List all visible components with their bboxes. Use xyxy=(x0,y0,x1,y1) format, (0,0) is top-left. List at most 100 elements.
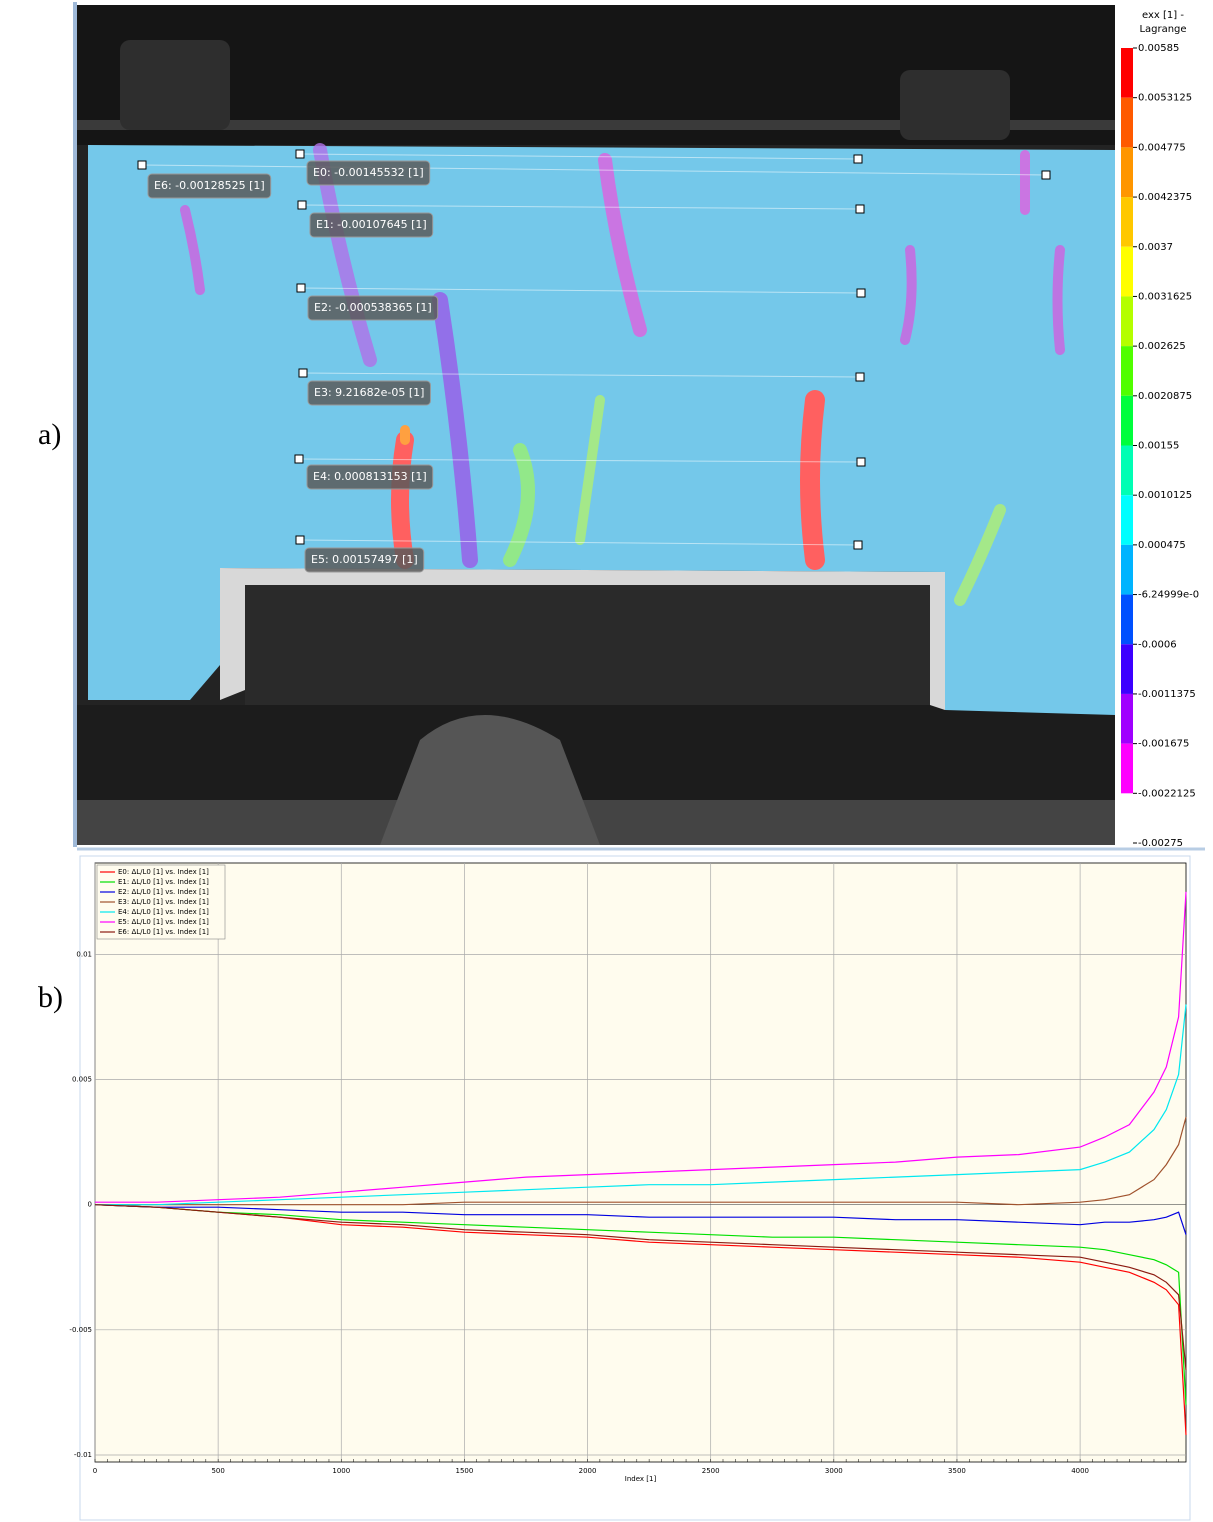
colorbar-band xyxy=(1121,197,1133,247)
y-tick-label: 0 xyxy=(88,1201,92,1209)
colorbar-tick-label: -0.001675 xyxy=(1138,739,1189,750)
colorbar-tick-label: 0.000475 xyxy=(1138,540,1186,551)
rig-block xyxy=(900,70,1010,140)
colorbar-tick-label: -0.0011375 xyxy=(1138,689,1196,700)
gauge-marker xyxy=(853,540,863,550)
gauge-marker xyxy=(295,149,305,159)
streak xyxy=(391,431,414,569)
colorbar-band xyxy=(1121,594,1133,645)
colorbar-band xyxy=(1121,346,1133,396)
rig-block xyxy=(120,40,230,130)
legend-label: E5: ΔL/L0 [1] vs. Index [1] xyxy=(118,918,209,926)
colorbar-tick-label: 0.00585 xyxy=(1138,43,1179,54)
colorbar-band xyxy=(1121,644,1133,694)
label-box xyxy=(304,547,425,573)
data-line xyxy=(94,1204,1187,1405)
extensometer-label: E4: 0.000813153 [1] xyxy=(313,470,427,483)
label-box xyxy=(306,160,431,186)
panel-label: a) xyxy=(38,418,61,451)
extensometers: E0: -0.00145532 [1] E1: -0.00107645 [1] E2… xyxy=(137,149,1051,573)
streak xyxy=(598,153,647,337)
colorbar-band xyxy=(1121,495,1133,545)
colorbar-band xyxy=(1121,97,1133,148)
x-axis-label: Index [1] xyxy=(625,1475,657,1483)
panel-label: b) xyxy=(38,981,63,1014)
colorbar-tick-label: 0.002625 xyxy=(1138,341,1186,352)
x-tick-label: 1000 xyxy=(332,1467,350,1475)
y-tick-label: -0.01 xyxy=(74,1451,92,1459)
legend-label: E4: ΔL/L0 [1] vs. Index [1] xyxy=(118,908,209,916)
label-box xyxy=(307,295,439,321)
data-line xyxy=(95,1004,1187,1206)
colorbar-band xyxy=(1121,246,1133,297)
label-box xyxy=(306,464,434,490)
gauge-line xyxy=(299,153,859,160)
legend-label: E2: ΔL/L0 [1] vs. Index [1] xyxy=(118,888,209,896)
colorbar-tick-label: 0.00155 xyxy=(1138,441,1179,452)
x-tick-label: 500 xyxy=(211,1467,224,1475)
x-tick-label: 3500 xyxy=(948,1467,966,1475)
extensometer-lines xyxy=(141,153,1047,546)
streak xyxy=(180,205,205,295)
gauge-line xyxy=(300,287,862,294)
colorbar-tick-label: 0.0020875 xyxy=(1138,391,1192,402)
chart: 0 500 1000 1500 2000 2500 3000 3500 4000 0.01 0.00… xyxy=(69,863,1187,1483)
streak xyxy=(800,390,825,570)
colorbar-tick-label: 0.004775 xyxy=(1138,142,1186,153)
gauge-marker xyxy=(853,154,863,164)
legend-label: E6: ΔL/L0 [1] vs. Index [1] xyxy=(118,928,209,936)
colorbar-tick-label: 0.0042375 xyxy=(1138,192,1192,203)
streak xyxy=(900,245,917,345)
legend-box xyxy=(96,864,226,940)
x-tick-label: 2000 xyxy=(579,1467,597,1475)
colorbar-band xyxy=(1121,296,1133,347)
extensometer-label: E0: -0.00145532 [1] xyxy=(313,166,424,179)
data-line xyxy=(94,1204,1187,1436)
label-box xyxy=(147,173,272,199)
label-box xyxy=(309,212,434,238)
gauge-marker xyxy=(294,454,304,464)
extensometer-label: E6: -0.00128525 [1] xyxy=(154,179,265,192)
colorbar-band xyxy=(1121,693,1133,744)
streak xyxy=(503,443,535,567)
extensometer-label: E3: 9.21682e-05 [1] xyxy=(314,386,424,399)
notch xyxy=(245,585,930,705)
colorbar-band xyxy=(1121,48,1133,98)
legend: E0: ΔL/L0 [1] vs. Index [1] E1: ΔL/L0 [1]… xyxy=(96,864,226,940)
colorbar-title: exx [1] - xyxy=(1142,10,1184,21)
x-tick-label: 4000 xyxy=(1071,1467,1089,1475)
x-tick-label: 0 xyxy=(93,1467,97,1475)
x-tick-label: 3000 xyxy=(825,1467,843,1475)
legend-label: E0: ΔL/L0 [1] vs. Index [1] xyxy=(118,868,209,876)
notch-edge xyxy=(220,568,945,710)
colorbar-band xyxy=(1121,147,1133,198)
extensometer-label: E1: -0.00107645 [1] xyxy=(316,218,427,231)
x-tick-label: 2500 xyxy=(702,1467,720,1475)
colorbar-tick-label: 0.0031625 xyxy=(1138,291,1192,302)
gauge-marker xyxy=(856,288,866,298)
colorbar-tick-label: -6.24999e-0 xyxy=(1138,590,1199,601)
data-line xyxy=(95,891,1187,1203)
plot-area xyxy=(94,862,1187,1463)
x-tick-label: 1500 xyxy=(455,1467,473,1475)
rig-bar xyxy=(77,120,1115,130)
colorbar-tick-label: 0.0010125 xyxy=(1138,490,1192,501)
colorbar-tick-label: -0.00275 xyxy=(1138,838,1183,849)
streak xyxy=(432,292,478,568)
gauge-marker xyxy=(1041,170,1051,180)
colorbar-band xyxy=(1121,743,1133,794)
y-tick-label: 0.005 xyxy=(72,1076,92,1084)
y-tick-label: -0.005 xyxy=(69,1326,92,1334)
gauge-marker xyxy=(856,457,866,467)
gauge-line xyxy=(298,458,862,463)
roller xyxy=(380,715,600,845)
dic-image: E0: -0.00145532 [1] E1: -0.00107645 [1] E2… xyxy=(73,2,1115,847)
legend-label: E1: ΔL/L0 [1] vs. Index [1] xyxy=(118,878,209,886)
streak xyxy=(1052,245,1065,355)
y-tick-label: 0.01 xyxy=(76,950,92,958)
colorbar-band xyxy=(1121,395,1133,446)
gauge-marker xyxy=(295,535,305,545)
gauge-line xyxy=(301,204,861,210)
colorbar-title: Lagrange xyxy=(1139,24,1186,35)
